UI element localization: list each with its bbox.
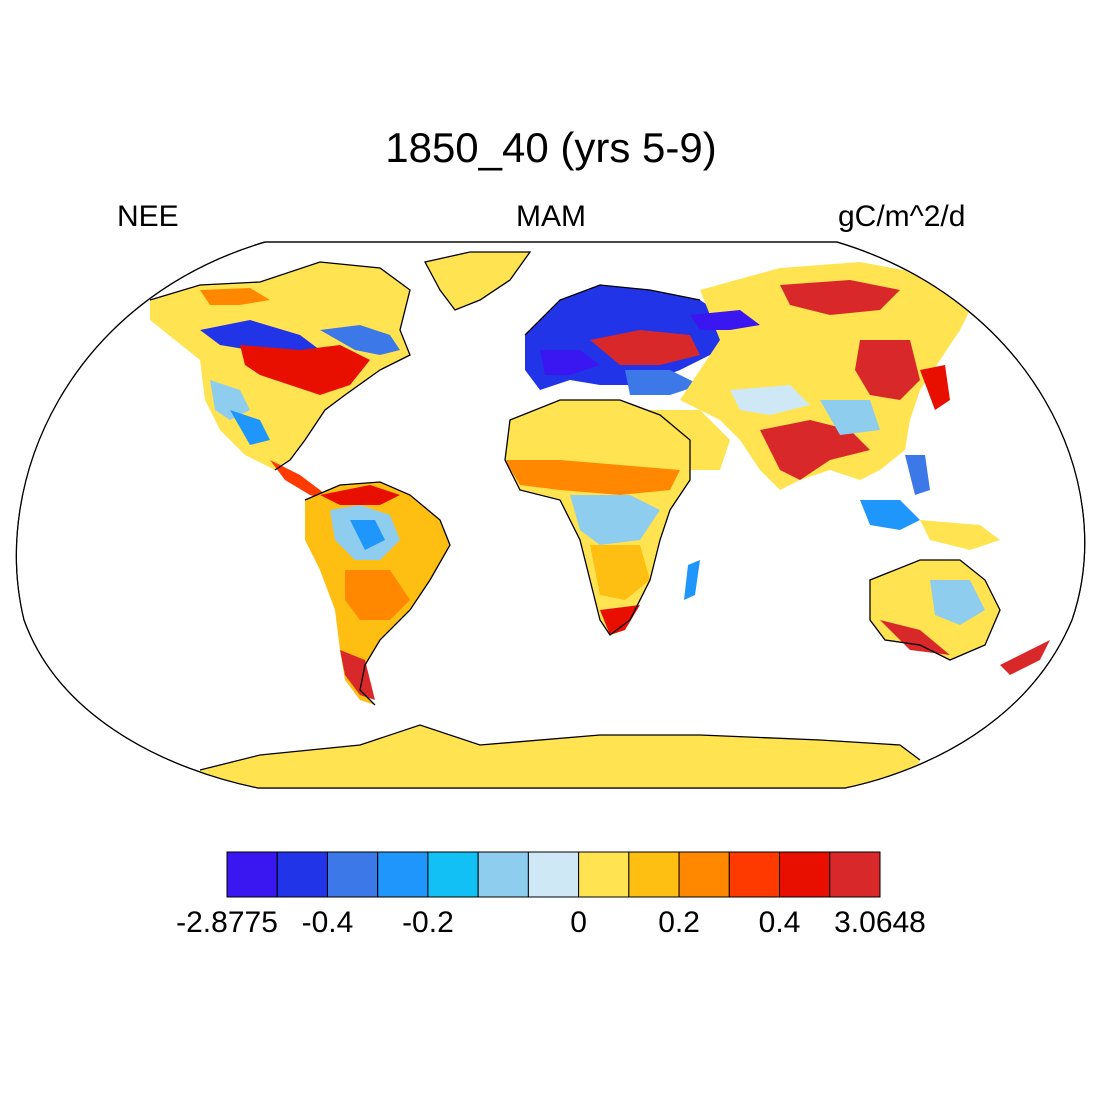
colorbar-swatch [779, 851, 831, 898]
colorbar-swatch [678, 851, 730, 898]
colorbar-swatch [578, 851, 630, 898]
colorbar-swatch [226, 851, 278, 898]
variable-label: NEE [117, 200, 179, 233]
map-title: 1850_40 (yrs 5-9) [385, 124, 717, 171]
asia [680, 262, 975, 490]
colorbar-swatch [829, 851, 881, 898]
colorbar-swatch [527, 851, 580, 898]
season-label: MAM [516, 200, 586, 233]
greenland [425, 252, 530, 310]
colorbar-tick-label: 3.0648 [834, 906, 926, 939]
colorbar-swatch [276, 851, 328, 898]
colorbar-tick-label: -0.2 [402, 906, 454, 939]
colorbar-swatch [377, 851, 429, 898]
colorbar-swatch [427, 851, 479, 898]
colorbar [226, 851, 881, 898]
colorbar-tick-label: -0.4 [301, 906, 354, 939]
antarctica [200, 725, 920, 788]
colorbar-swatch [326, 851, 379, 898]
colorbar-tick-label: 0.2 [658, 906, 700, 939]
colorbar-swatch [628, 851, 680, 898]
colorbar-swatch [477, 851, 529, 898]
colorbar-tick-label: 0.4 [758, 906, 801, 939]
units-label: gC/m^2/d [838, 200, 966, 233]
colorbar-swatch [728, 851, 781, 898]
colorbar-tick-label: 0 [570, 906, 587, 939]
colorbar-tick-label: -2.8775 [176, 906, 278, 939]
